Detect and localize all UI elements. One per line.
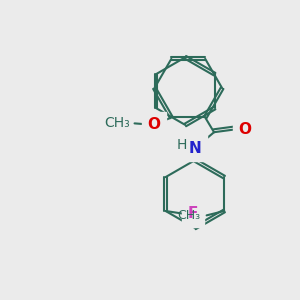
Text: CH₃: CH₃ bbox=[178, 209, 201, 222]
Text: O: O bbox=[147, 117, 160, 132]
Text: N: N bbox=[188, 141, 201, 156]
Text: O: O bbox=[238, 122, 251, 137]
Text: F: F bbox=[188, 206, 198, 221]
Text: CH₃: CH₃ bbox=[104, 116, 130, 130]
Text: H: H bbox=[176, 139, 187, 152]
